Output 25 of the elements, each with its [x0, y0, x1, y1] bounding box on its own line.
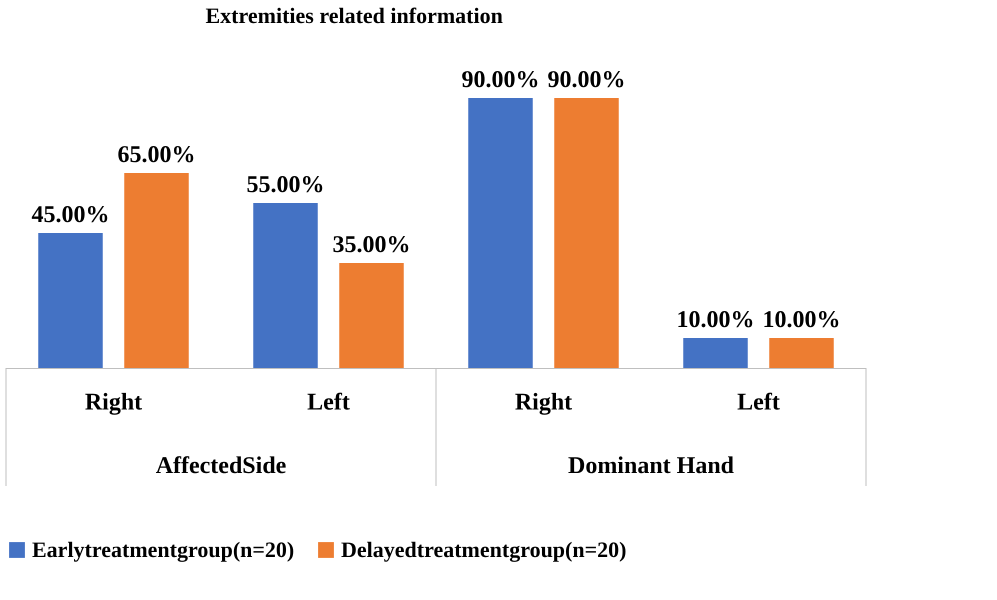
data-label: 35.00%	[332, 232, 410, 258]
bar	[253, 203, 318, 368]
bar	[124, 173, 189, 368]
data-label: 10.00%	[676, 307, 754, 333]
chart-title: Extremities related information	[206, 3, 503, 28]
text: AffectedSide	[156, 453, 287, 479]
bar	[554, 98, 619, 368]
data-label: 55.00%	[246, 172, 324, 198]
data-label: 90.00%	[548, 67, 626, 93]
bar	[38, 233, 103, 368]
data-label: 10.00%	[762, 307, 840, 333]
x-tick-label: Right	[514, 390, 572, 416]
data-label: 65.00%	[118, 142, 196, 168]
x-tick-label: Left	[737, 390, 780, 416]
x-tick-label: Right	[84, 390, 142, 416]
data-label: 45.00%	[32, 202, 110, 228]
legend-label: Earlytreatmentgroup(n=20)	[32, 537, 294, 562]
bar	[683, 338, 748, 368]
bar	[339, 263, 404, 368]
bar	[468, 98, 533, 368]
legend-label: Delayedtreatmentgroup(n=20)	[341, 537, 626, 562]
bar	[769, 338, 834, 368]
x-tick-label: Left	[307, 390, 350, 416]
text: Dominant Hand	[568, 453, 735, 479]
data-label: 90.00%	[462, 67, 540, 93]
